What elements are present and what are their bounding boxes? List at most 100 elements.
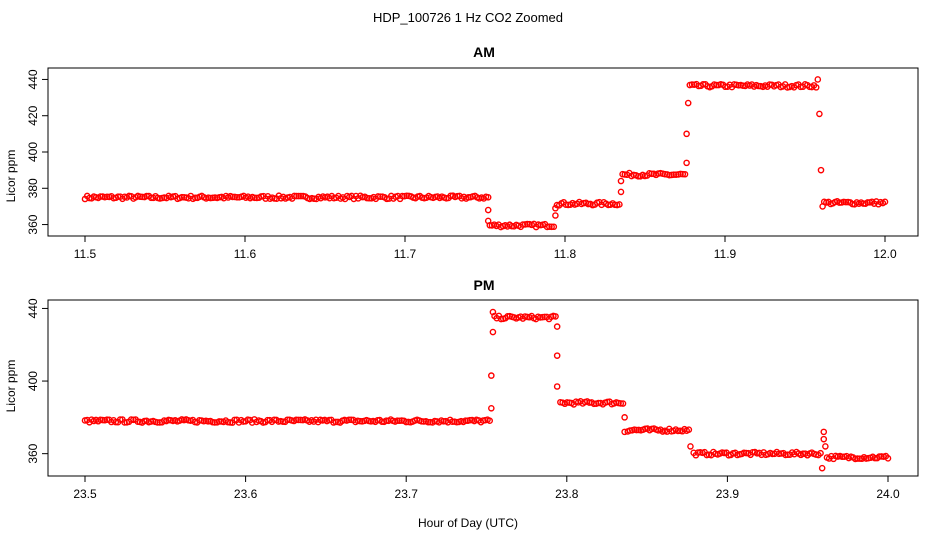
- pm-y-axis-label: Licor ppm: [4, 360, 18, 413]
- am-data-point: [679, 170, 687, 178]
- pm-data-point: [215, 418, 223, 425]
- pm-x-tick-label: 23.6: [234, 487, 258, 501]
- am-data-point: [688, 81, 696, 88]
- am-series-segment: [619, 169, 689, 180]
- am-series-segment: [486, 220, 558, 231]
- pm-transition-point: [818, 464, 826, 472]
- pm-transition-point: [489, 308, 497, 316]
- am-data-point: [398, 192, 406, 200]
- x-axis-title: Hour of Day (UTC): [418, 516, 518, 530]
- pm-data-point: [424, 418, 432, 426]
- am-series-segment: [81, 192, 492, 203]
- pm-series-segment: [557, 397, 627, 408]
- am-transition-point: [552, 212, 559, 219]
- am-transition-point: [684, 99, 692, 107]
- pm-data-point: [817, 449, 824, 457]
- am-transition-point: [816, 110, 823, 118]
- am-transition-point: [817, 166, 825, 174]
- am-data-point: [229, 193, 236, 201]
- pm-plot-frame: [47, 299, 919, 477]
- pm-data-point: [486, 417, 494, 425]
- pm-data-point: [449, 418, 456, 426]
- am-data-point: [548, 223, 555, 231]
- am-data-point: [291, 192, 298, 200]
- pm-transition-point: [488, 372, 495, 379]
- am-data-point: [233, 193, 241, 201]
- am-y-tick-label: 400: [26, 142, 40, 162]
- pm-transition-point: [621, 414, 628, 421]
- am-y-tick-label: 380: [26, 178, 40, 198]
- pm-data-point: [884, 455, 892, 462]
- am-data-point: [484, 193, 492, 201]
- pm-transition-point: [553, 323, 561, 330]
- pm-transition-point: [553, 383, 561, 390]
- am-data-point: [97, 193, 104, 200]
- pm-data-point: [394, 417, 401, 424]
- pm-transition-point: [489, 328, 497, 336]
- am-x-tick-label: 11.5: [74, 247, 97, 261]
- pm-data-point: [619, 400, 627, 407]
- am-series-segment: [686, 80, 820, 91]
- pm-series-segment: [690, 448, 824, 459]
- pm-y-tick-label: 440: [26, 298, 40, 318]
- pm-data-point: [552, 313, 559, 320]
- pm-transition-point: [822, 443, 829, 450]
- am-panel: AM Licor ppm 11.5 11.6 11.7 11.8 11.9 12.0 360…: [4, 44, 919, 261]
- pm-data-point: [418, 418, 425, 425]
- pm-series-segment: [491, 312, 559, 323]
- pm-series-segment: [624, 425, 693, 435]
- pm-transition-point: [621, 428, 628, 436]
- pm-data-point: [121, 419, 128, 426]
- pm-y-tick-label: 360: [26, 443, 40, 463]
- am-series-segment: [553, 198, 623, 209]
- pm-data-point: [462, 417, 469, 424]
- am-data-point: [550, 223, 558, 231]
- am-data-point: [812, 84, 820, 91]
- pm-transition-point: [687, 443, 694, 450]
- am-transition-point: [814, 76, 822, 83]
- am-data-point: [681, 170, 689, 178]
- pm-data-point: [617, 400, 625, 407]
- pm-data-point: [295, 416, 302, 424]
- am-data-point: [842, 198, 850, 206]
- pm-data-point: [284, 416, 291, 424]
- pm-data-point: [116, 416, 124, 423]
- am-x-tick-label: 11.7: [394, 247, 417, 261]
- pm-series-segment: [81, 416, 494, 426]
- am-y-tick-label: 420: [26, 105, 40, 125]
- am-x-tick-label: 11.9: [714, 247, 737, 261]
- am-transition-point: [552, 204, 559, 212]
- am-data-point: [670, 171, 678, 178]
- pm-x-tick-label: 23.9: [716, 487, 740, 501]
- am-y-axis-label: Licor ppm: [4, 150, 18, 203]
- pm-x-tick-label: 23.7: [395, 487, 419, 501]
- pm-data-point: [345, 416, 353, 424]
- am-data-point: [403, 192, 410, 200]
- am-data-point: [363, 194, 371, 202]
- am-data-point: [297, 192, 305, 200]
- am-x-tick-label: 11.6: [234, 247, 257, 261]
- am-data-point: [376, 193, 384, 200]
- pm-x-tick-label: 24.0: [876, 487, 900, 501]
- am-transition-point: [683, 159, 690, 167]
- am-y-tick-label: 440: [26, 69, 40, 89]
- pm-data-point: [332, 418, 340, 426]
- am-transition-point: [617, 177, 625, 185]
- am-y-tick-label: 360: [26, 214, 40, 234]
- am-x-tick-label: 12.0: [873, 247, 897, 261]
- pm-panel: PM Licor ppm 23.5 23.6 23.7 23.8 23.9 24.0 360…: [4, 277, 919, 501]
- pm-transition-point: [553, 352, 561, 359]
- am-panel-title: AM: [473, 44, 495, 60]
- am-plot-frame: [47, 67, 919, 237]
- pm-data-point: [854, 455, 861, 462]
- pm-data-point: [154, 419, 161, 426]
- pm-x-tick-label: 23.5: [73, 487, 97, 501]
- figure-title: HDP_100726 1 Hz CO2 Zoomed: [373, 10, 563, 25]
- am-data-point: [881, 198, 889, 206]
- pm-transition-point: [820, 428, 828, 436]
- pm-panel-title: PM: [474, 277, 495, 293]
- am-transition-point: [683, 130, 690, 138]
- pm-y-tick-label: 400: [26, 371, 40, 391]
- pm-series-segment: [823, 452, 892, 463]
- am-transition-point: [617, 188, 625, 196]
